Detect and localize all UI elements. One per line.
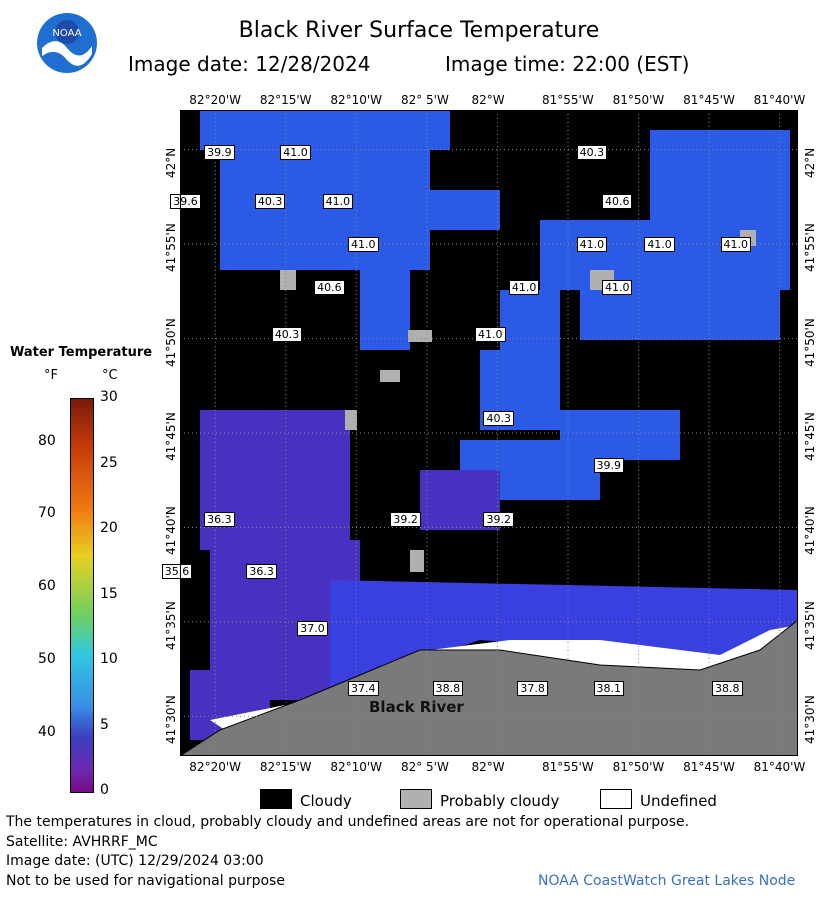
fahrenheit-tick: 50	[38, 651, 56, 667]
longitude-label: 81°40'W	[753, 760, 806, 774]
longitude-label: 82°20'W	[189, 760, 241, 774]
latitude-label: 41°55'N	[164, 223, 178, 273]
temperature-label: 38.8	[432, 681, 464, 696]
temperature-label: 39.2	[483, 512, 514, 528]
temperature-label: 41.0	[720, 236, 751, 252]
longitude-label: 82°10'W	[330, 760, 383, 774]
celsius-tick: 30	[100, 389, 118, 405]
nav-warning-text: Not to be used for navigational purpose	[6, 873, 285, 889]
undefined-area	[210, 625, 798, 740]
temperature-label: 40.3	[483, 411, 514, 427]
longitude-label: 81°50'W	[612, 93, 665, 107]
longitude-label: 82°20'W	[189, 93, 241, 107]
temperature-label: 40.3	[576, 144, 608, 160]
legend-title: Water Temperature	[10, 345, 153, 360]
latitude-label: 41°40'N	[164, 506, 178, 556]
longitude-label: 82°10'W	[330, 93, 383, 107]
fahrenheit-tick: 60	[38, 578, 56, 595]
noaa-logo: NOAA	[36, 12, 98, 74]
latitude-label: 41°40'N	[803, 506, 817, 556]
longitude-label: 82°15'W	[259, 760, 312, 774]
temperature-label: 39.6	[170, 193, 201, 209]
longitude-label: 82° 5'W	[400, 93, 449, 107]
longitude-label: 81°55'W	[541, 760, 594, 774]
legend-unit-f: °F	[44, 368, 58, 383]
temperature-label: 38.1	[593, 681, 625, 696]
longitude-label: 81°45'W	[683, 93, 735, 107]
credit-text: NOAA CoastWatch Great Lakes Node	[538, 873, 796, 889]
celsius-tick: 5	[100, 716, 109, 733]
latitude-label: 41°50'N	[803, 317, 817, 367]
fahrenheit-tick: 70	[38, 505, 56, 522]
temperature-label: 41.0	[280, 144, 311, 160]
probably-cloudy-label: Probably cloudy	[440, 792, 560, 810]
fahrenheit-tick: 40	[38, 723, 56, 740]
satellite-text: Satellite: AVHRRF_MC	[6, 834, 158, 850]
temperature-label: 41.0	[576, 236, 608, 252]
temperature-label: 41.0	[601, 279, 633, 295]
celsius-tick: 0	[100, 782, 109, 798]
latitude-label: 42°N	[164, 147, 178, 178]
temperature-label: 40.3	[271, 327, 303, 343]
fahrenheit-tick: 80	[38, 432, 56, 449]
probably-cloudy-swatch	[400, 789, 432, 809]
temperature-label: 38.8	[712, 681, 743, 696]
longitude-label: 81°55'W	[541, 93, 594, 107]
longitude-label: 82° 5'W	[400, 760, 449, 774]
celsius-tick: 10	[100, 651, 118, 667]
latitude-label: 41°30'N	[803, 695, 817, 745]
temperature-label: 40.6	[314, 279, 345, 295]
temperature-label: 41.0	[348, 236, 379, 252]
latitude-label: 41°55'N	[803, 223, 817, 273]
latitude-label: 41°35'N	[803, 601, 817, 650]
temperature-label: 40.3	[254, 193, 286, 209]
longitude-label: 81°50'W	[612, 760, 665, 774]
latitude-label: 41°50'N	[164, 317, 178, 367]
temperature-label: 37.8	[517, 681, 548, 696]
temperature-label: 39.2	[390, 512, 421, 528]
celsius-tick: 20	[100, 520, 118, 536]
temperature-label: 37.0	[297, 620, 328, 636]
temperature-label: 41.0	[644, 236, 675, 252]
longitude-label: 82°W	[471, 760, 505, 774]
temperature-label: 37.4	[348, 681, 379, 696]
longitude-label: 82°15'W	[259, 93, 312, 107]
black-river-label: Black River	[369, 698, 464, 716]
undefined-swatch	[600, 789, 632, 809]
longitude-label: 81°40'W	[753, 93, 806, 107]
temperature-label: 40.6	[601, 193, 633, 209]
longitude-label: 82°W	[471, 93, 505, 107]
temperature-map: 39.9 41.0 40.3 39.6 40.3 41.0 40.6 41.0 41.0 41.0…	[161, 110, 798, 756]
celsius-tick: 25	[100, 454, 118, 471]
latitude-label: 41°30'N	[164, 695, 178, 745]
color-scale-bar	[70, 398, 94, 793]
celsius-tick: 15	[100, 585, 118, 602]
temperature-label: 35.6	[161, 564, 193, 580]
legend-unit-c: °C	[102, 368, 118, 383]
logo-text: NOAA	[52, 28, 81, 39]
disclaimer-text: The temperatures in cloud, probably clou…	[6, 814, 690, 830]
temperature-label: 36.3	[246, 564, 277, 580]
latitude-label: 41°45'N	[803, 412, 817, 461]
warm-water-region	[200, 110, 790, 500]
latitude-label: 41°45'N	[164, 412, 178, 461]
image-time: Image time: 22:00 (EST)	[445, 52, 690, 76]
temperature-label: 41.0	[322, 193, 354, 209]
image-date: Image date: 12/28/2024	[128, 52, 371, 76]
temperature-label: 41.0	[508, 279, 540, 295]
temperature-label: 36.3	[204, 512, 235, 528]
longitude-label: 81°45'W	[683, 760, 735, 774]
cloudy-label: Cloudy	[300, 792, 352, 810]
land-area	[180, 619, 798, 756]
undefined-label: Undefined	[640, 792, 717, 810]
utc-date-text: Image date: (UTC) 12/29/2024 03:00	[6, 853, 264, 869]
temperature-label: 39.9	[204, 144, 235, 160]
latitude-label: 42°N	[803, 147, 817, 178]
temperature-label: 39.9	[593, 457, 625, 473]
cloudy-swatch	[260, 789, 292, 809]
temperature-label: 41.0	[475, 327, 506, 343]
latitude-label: 41°35'N	[164, 601, 178, 650]
page-title: Black River Surface Temperature	[238, 18, 600, 43]
